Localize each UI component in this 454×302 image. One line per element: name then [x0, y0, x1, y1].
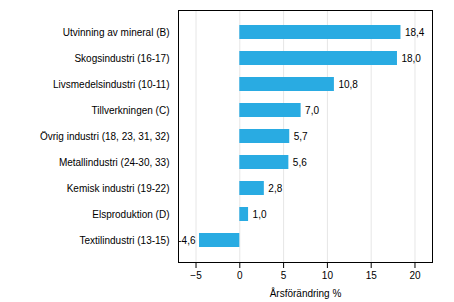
svg-text:Kemisk industri (19-22): Kemisk industri (19-22)	[67, 183, 170, 194]
svg-text:5,6: 5,6	[293, 157, 307, 168]
svg-text:Övrig industri (18, 23, 31, 32: Övrig industri (18, 23, 31, 32)	[40, 131, 170, 142]
svg-text:-4,6: -4,6	[178, 235, 196, 246]
svg-text:Skogsindustri (16-17): Skogsindustri (16-17)	[74, 53, 169, 64]
svg-text:Textilindustri (13-15): Textilindustri (13-15)	[79, 235, 169, 246]
svg-text:0: 0	[237, 270, 243, 281]
svg-text:Livsmedelsindustri (10-11): Livsmedelsindustri (10-11)	[53, 79, 170, 90]
svg-text:1,0: 1,0	[253, 209, 267, 220]
svg-text:15: 15	[366, 270, 378, 281]
svg-text:20: 20	[409, 270, 421, 281]
svg-text:5: 5	[281, 270, 287, 281]
svg-text:7,0: 7,0	[305, 105, 319, 116]
svg-text:Elsproduktion (D): Elsproduktion (D)	[92, 209, 169, 220]
svg-text:18,4: 18,4	[405, 27, 425, 38]
svg-text:Metallindustri (24-30, 33): Metallindustri (24-30, 33)	[59, 157, 170, 168]
svg-text:5,7: 5,7	[294, 131, 308, 142]
svg-text:10,8: 10,8	[338, 79, 358, 90]
svg-text:10: 10	[322, 270, 334, 281]
svg-text:Årsförändring %: Årsförändring %	[270, 287, 342, 299]
svg-text:Utvinning av mineral (B): Utvinning av mineral (B)	[63, 27, 170, 38]
svg-text:2,8: 2,8	[268, 183, 282, 194]
svg-text:Tillverkningen (C): Tillverkningen (C)	[92, 105, 170, 116]
svg-text:−5: −5	[190, 270, 202, 281]
svg-text:18,0: 18,0	[401, 53, 421, 64]
